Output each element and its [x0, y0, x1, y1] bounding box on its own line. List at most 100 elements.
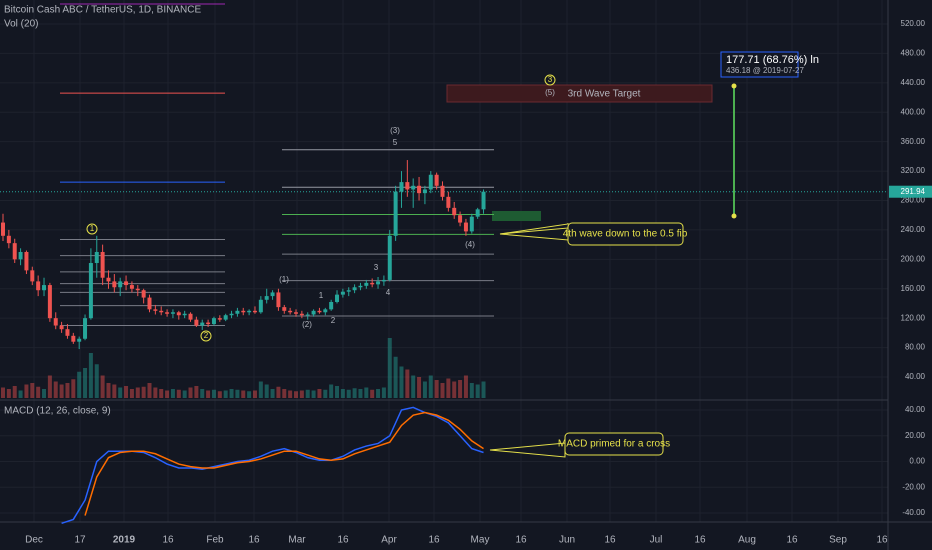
candle-body: [217, 318, 222, 320]
y-tick-label: 440.00: [901, 78, 926, 87]
volume-bar: [65, 383, 70, 398]
candle-body: [165, 312, 170, 314]
volume-bar: [270, 389, 275, 398]
x-tick-label: 16: [786, 535, 798, 546]
volume-bar: [188, 387, 193, 398]
volume-bar: [323, 389, 328, 398]
chart-title: Bitcoin Cash ABC / TetherUS, 1D, BINANCE: [4, 5, 201, 16]
volume-bar: [340, 389, 345, 398]
volume-bar: [405, 369, 410, 398]
wave-circle: [544, 74, 556, 86]
x-tick-label: Feb: [206, 535, 224, 546]
candle-body: [188, 313, 193, 320]
measure-start: [731, 213, 737, 219]
volume-bar: [299, 390, 304, 398]
volume-bar: [411, 375, 416, 398]
candle-body: [282, 307, 287, 311]
y2-tick-label: 20.00: [905, 431, 926, 440]
y-tick-label: 200.00: [901, 254, 926, 263]
volume-bar: [264, 384, 269, 398]
volume-bar: [176, 389, 181, 398]
measure-bottom: 436.18 @ 2019-07-27: [726, 66, 805, 75]
volume-bar: [94, 364, 99, 398]
candle-body: [346, 290, 351, 292]
candle-body: [276, 292, 281, 308]
candle-body: [376, 281, 381, 285]
y-tick-label: 400.00: [901, 107, 926, 116]
macd-line: [84, 411, 484, 516]
volume-bar: [305, 389, 310, 398]
wave-label: (3): [390, 126, 400, 135]
candle-body: [153, 309, 158, 311]
callout-macd-text: MACD primed for a cross: [558, 439, 670, 450]
volume-bar: [247, 391, 252, 398]
x-tick-label: 16: [162, 535, 174, 546]
volume-bar: [229, 389, 234, 398]
candle-body: [399, 182, 404, 192]
wave-label: 2: [204, 331, 209, 340]
volume-bar: [141, 386, 146, 398]
candle-body: [135, 288, 140, 291]
volume-bar: [223, 390, 228, 398]
candle-body: [434, 174, 439, 186]
candle-body: [440, 185, 445, 197]
candle-body: [446, 196, 451, 208]
candle-body: [458, 215, 463, 223]
volume-bar: [475, 384, 480, 398]
volume-bar: [170, 389, 175, 398]
candle-body: [247, 310, 252, 313]
y-tick-label: 520.00: [901, 19, 926, 28]
candle-body: [422, 189, 427, 194]
volume-bar: [182, 390, 187, 398]
volume-bar: [452, 381, 457, 398]
volume-bar: [77, 371, 82, 398]
candle-body: [100, 251, 105, 278]
wave-label: (5): [545, 88, 555, 97]
x-tick-label: Jun: [559, 535, 575, 546]
volume-bar: [59, 384, 64, 398]
volume-bar: [106, 383, 111, 398]
candle-body: [411, 185, 416, 190]
y2-tick-label: -40.00: [902, 508, 925, 517]
volume-bar: [458, 380, 463, 398]
candle-body: [335, 294, 340, 302]
volume-bar: [124, 386, 129, 398]
candle-body: [182, 313, 187, 316]
candle-body: [30, 270, 35, 282]
volume-bar: [329, 384, 334, 398]
y-tick-label: 360.00: [901, 137, 926, 146]
volume-bar: [282, 389, 287, 398]
candle-body: [36, 281, 41, 291]
candle-body: [241, 310, 246, 313]
measure-box: [720, 51, 799, 78]
x-tick-label: Jul: [650, 535, 663, 546]
candle-body: [317, 310, 322, 313]
volume-bar: [352, 388, 357, 398]
volume-bar: [258, 381, 263, 398]
candle-body: [340, 291, 345, 295]
candle-body: [223, 315, 228, 320]
volume-bar: [159, 389, 164, 398]
candle-body: [206, 322, 211, 325]
volume-title: Vol (20): [4, 19, 38, 30]
candle-body: [229, 313, 234, 316]
x-tick-label: Dec: [25, 535, 43, 546]
candle-body: [405, 182, 410, 190]
volume-bar: [112, 384, 117, 398]
y-tick-label: 480.00: [901, 49, 926, 58]
volume-bar: [440, 383, 445, 398]
candle-body: [364, 282, 369, 286]
measure-end: [731, 83, 737, 89]
candle-body: [47, 285, 52, 319]
candle-body: [252, 310, 257, 313]
x-tick-label: 17: [74, 535, 86, 546]
volume-bar: [88, 353, 93, 398]
wave-circle: [86, 223, 98, 235]
volume-bar: [317, 389, 322, 398]
last-price-box: [889, 185, 932, 198]
callout-fib-text: 4th wave down to the 0.5 fib: [563, 229, 688, 240]
candle-body: [370, 282, 375, 285]
target-box: [446, 84, 713, 103]
volume-bar: [288, 390, 293, 398]
volume-bar: [12, 386, 17, 398]
